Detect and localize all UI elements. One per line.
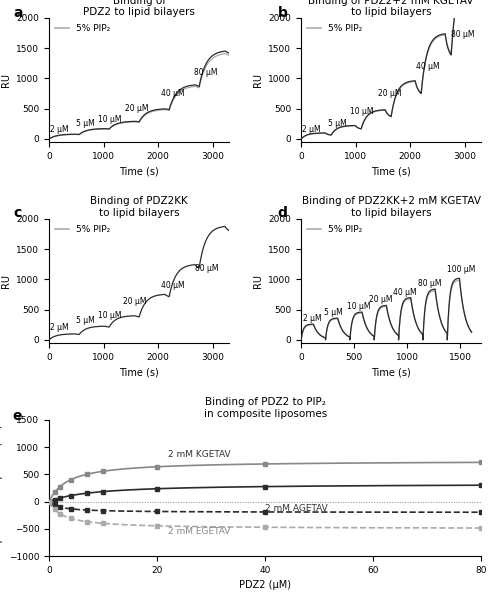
Title: Binding of PDZ2+2 mM KGETAV
to lipid bilayers: Binding of PDZ2+2 mM KGETAV to lipid bil… [308, 0, 474, 17]
Text: 2 μM: 2 μM [50, 323, 69, 332]
Legend: 5% PIP₂: 5% PIP₂ [306, 223, 364, 236]
Text: 80 μM: 80 μM [451, 30, 475, 39]
Text: b: b [278, 5, 288, 20]
Text: 20 μM: 20 μM [126, 104, 149, 113]
Text: 10 μM: 10 μM [98, 312, 122, 321]
X-axis label: Time (s): Time (s) [371, 166, 411, 176]
X-axis label: Time (s): Time (s) [371, 367, 411, 377]
Text: 2 μM: 2 μM [303, 314, 322, 323]
Title: Binding of PDZ2KK+2 mM KGETAV
to lipid bilayers: Binding of PDZ2KK+2 mM KGETAV to lipid b… [301, 197, 481, 218]
Text: 2 mM EGETAV: 2 mM EGETAV [168, 527, 230, 536]
Text: 40 μM: 40 μM [161, 281, 185, 290]
Title: Binding of PDZ2 to PIP₂
in composite liposomes: Binding of PDZ2 to PIP₂ in composite lip… [203, 397, 327, 419]
Text: 40 μM: 40 μM [393, 288, 417, 297]
Text: 10 μM: 10 μM [347, 302, 370, 311]
Text: 2 μM: 2 μM [302, 125, 321, 134]
Title: Binding of
PDZ2 to lipid bilayers: Binding of PDZ2 to lipid bilayers [83, 0, 195, 17]
Text: 5 μM: 5 μM [328, 119, 347, 128]
Text: 5 μM: 5 μM [325, 308, 343, 317]
Text: 2 mM KGETAV: 2 mM KGETAV [168, 450, 231, 459]
Text: 40 μM: 40 μM [416, 62, 439, 71]
Title: Binding of PDZ2KK
to lipid bilayers: Binding of PDZ2KK to lipid bilayers [90, 197, 188, 218]
Text: 20 μM: 20 μM [369, 295, 392, 304]
Text: 100 μM: 100 μM [447, 266, 476, 274]
Legend: 5% PIP₂: 5% PIP₂ [306, 23, 364, 35]
Text: 80 μM: 80 μM [193, 68, 217, 77]
X-axis label: PDZ2 (μM): PDZ2 (μM) [239, 581, 291, 590]
Y-axis label: RU: RU [253, 73, 263, 87]
Text: 20 μM: 20 μM [378, 89, 401, 98]
Text: 5 μM: 5 μM [77, 119, 95, 128]
Text: 80 μM: 80 μM [418, 279, 441, 288]
Text: d: d [278, 206, 288, 221]
Legend: 5% PIP₂: 5% PIP₂ [54, 23, 112, 35]
Text: 10 μM: 10 μM [98, 115, 122, 124]
Y-axis label: Equilibrium response (RU): Equilibrium response (RU) [0, 424, 3, 552]
Text: 20 μM: 20 μM [123, 297, 146, 306]
Text: a: a [13, 5, 23, 20]
Text: 40 μM: 40 μM [161, 89, 185, 99]
Text: 2 mM AGETAV: 2 mM AGETAV [265, 504, 328, 513]
Y-axis label: RU: RU [1, 73, 11, 87]
Text: 10 μM: 10 μM [350, 107, 374, 116]
Y-axis label: RU: RU [253, 274, 263, 288]
Text: 80 μM: 80 μM [195, 264, 219, 273]
Text: 2 μM: 2 μM [50, 125, 69, 134]
Y-axis label: RU: RU [1, 274, 11, 288]
Text: e: e [12, 409, 22, 423]
Text: 5 μM: 5 μM [77, 316, 95, 325]
Legend: 5% PIP₂: 5% PIP₂ [54, 223, 112, 236]
X-axis label: Time (s): Time (s) [119, 367, 159, 377]
Text: c: c [13, 206, 21, 221]
X-axis label: Time (s): Time (s) [119, 166, 159, 176]
